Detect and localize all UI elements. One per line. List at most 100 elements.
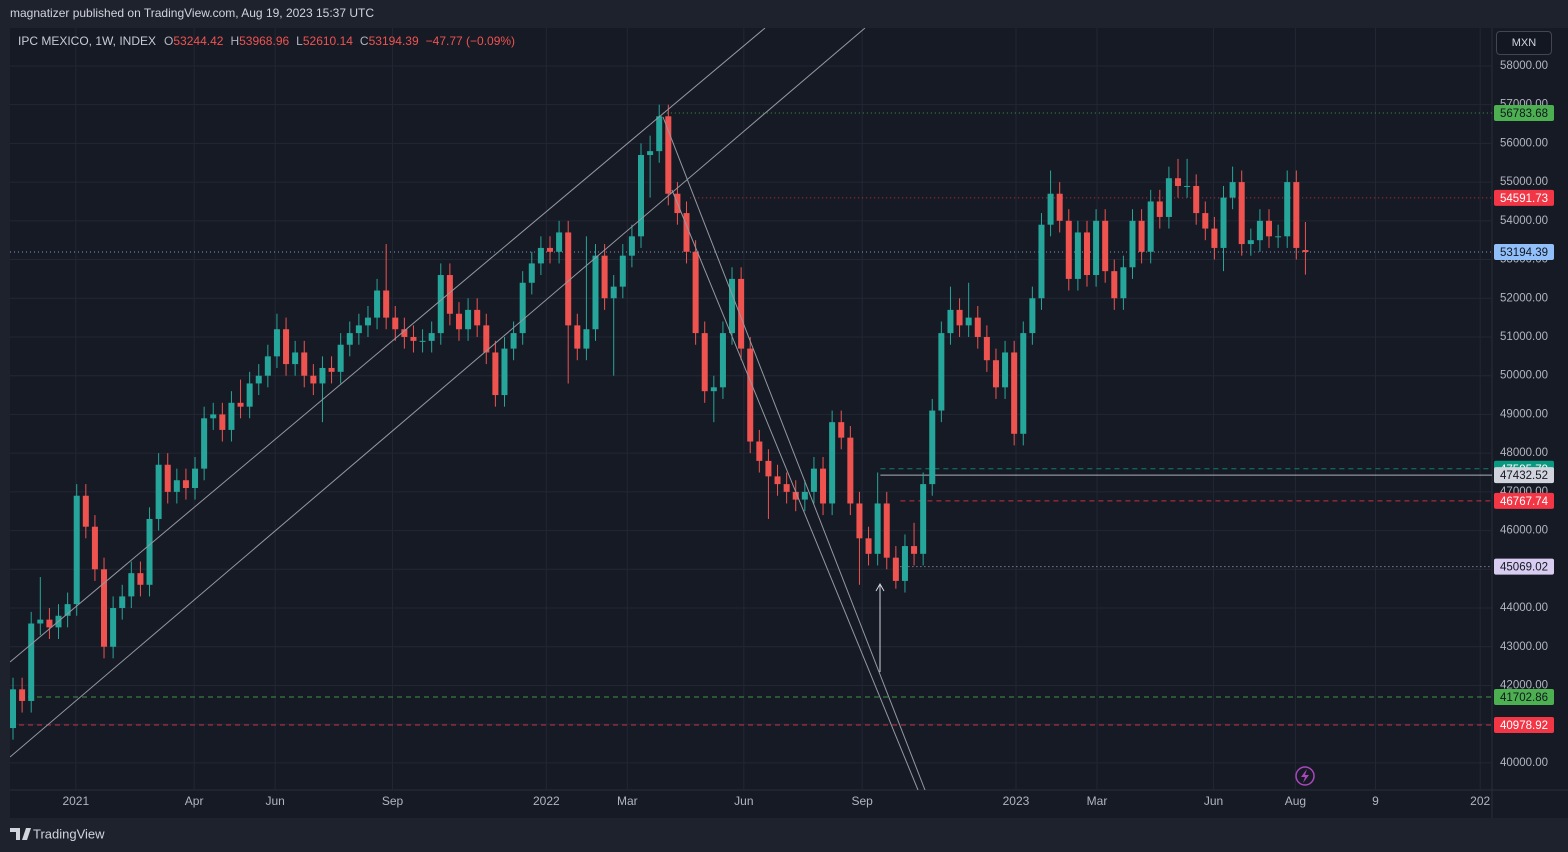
chart-pane <box>10 28 1568 818</box>
candle-body <box>392 317 399 330</box>
candle-body <box>228 402 235 430</box>
candle-body <box>1038 224 1045 299</box>
candle-body <box>719 333 726 388</box>
candle-body <box>37 619 44 624</box>
candle-body <box>1120 267 1127 299</box>
candle-body <box>192 468 199 488</box>
candle-body <box>173 480 180 492</box>
trend-line <box>10 28 866 758</box>
change: −47.77 (−0.09%) <box>425 34 516 48</box>
candle-body <box>64 604 71 616</box>
candle-body <box>729 278 736 334</box>
candle-body <box>647 151 654 155</box>
candle-body <box>683 213 690 252</box>
candle-body <box>1056 193 1063 221</box>
candle-body <box>146 518 153 585</box>
candle-body <box>610 286 617 299</box>
currency-button[interactable]: MXN <box>1496 31 1552 55</box>
candle-body <box>419 340 426 342</box>
candle-body <box>1174 178 1182 186</box>
price-badge <box>1494 558 1554 575</box>
y-tick-label: 42000.00 <box>1500 679 1548 691</box>
x-tick-label: 9 <box>1372 794 1379 808</box>
y-tick-label: 40000.00 <box>1500 757 1548 769</box>
candle-body <box>455 313 462 330</box>
ohlc-label: H <box>230 34 240 48</box>
ohlc-label: L <box>296 34 303 48</box>
candle-body <box>801 491 808 500</box>
candle-body <box>628 236 635 256</box>
candle-body <box>556 232 563 252</box>
candle-body <box>1065 220 1072 279</box>
alert-icon[interactable] <box>1295 766 1315 786</box>
price-badge-label: 56783.68 <box>1500 108 1548 120</box>
candle-body <box>1238 182 1245 245</box>
y-tick-label: 43000.00 <box>1500 641 1548 653</box>
candle-body <box>792 491 799 500</box>
x-tick-label: Jun <box>1204 794 1223 808</box>
candle-body <box>920 484 927 554</box>
price-badge-label: 54591.73 <box>1500 193 1548 205</box>
candle-body <box>765 460 772 477</box>
ohlc-value: 53968.96 <box>239 34 290 48</box>
candle-body <box>847 437 854 504</box>
candle-body <box>374 290 381 318</box>
candle-body <box>337 344 344 372</box>
candle-body <box>1256 220 1263 241</box>
y-tick-label: 50000.00 <box>1500 370 1548 382</box>
candle-body <box>546 247 553 252</box>
alert-circle[interactable] <box>1295 766 1315 786</box>
candle-body <box>883 503 890 558</box>
candle-body <box>1211 228 1218 248</box>
candle-body <box>1102 220 1109 272</box>
candle-body <box>1293 182 1300 248</box>
price-badge <box>1494 492 1554 509</box>
ohlc-label: C <box>359 34 369 48</box>
candle-body <box>1093 220 1100 276</box>
ohlc-value: 52610.14 <box>302 34 353 48</box>
ohlc-value: 53194.39 <box>368 34 419 48</box>
candle-body <box>874 503 881 554</box>
candle-body <box>710 387 717 392</box>
candle-body <box>574 325 581 349</box>
candle-body <box>892 557 899 581</box>
logo-mark <box>10 828 31 840</box>
candle-body <box>1111 271 1118 299</box>
candle-body <box>756 441 763 461</box>
price-badge <box>1494 467 1554 484</box>
candle-body <box>310 375 317 384</box>
candle-body <box>738 278 745 349</box>
candle-body <box>1247 240 1254 245</box>
price-badge-label: 53194.39 <box>1500 247 1548 259</box>
drawings <box>10 28 926 790</box>
candle-body <box>510 333 517 349</box>
candle-body <box>911 546 918 554</box>
candle-body <box>237 402 244 407</box>
y-tick-label: 44000.00 <box>1500 602 1548 614</box>
candle-body <box>119 596 126 609</box>
y-tick-label: 58000.00 <box>1500 60 1548 72</box>
candle-body <box>446 275 453 314</box>
candle-body <box>255 375 262 384</box>
candle-body <box>10 689 17 729</box>
candle-body <box>1266 220 1273 237</box>
candle-body <box>1202 213 1209 229</box>
candle-body <box>528 263 535 283</box>
price-badge-label: 41702.86 <box>1500 692 1548 704</box>
candle-body <box>965 317 972 326</box>
trend-line <box>10 28 766 663</box>
x-tick-label: Jun <box>734 794 753 808</box>
candle-body <box>128 573 135 597</box>
candle-body <box>346 333 353 345</box>
price-badge-label: 46767.74 <box>1500 496 1549 508</box>
legend: IPC MEXICO, 1W, INDEX O 53244.42 H 53968.96… <box>18 34 522 50</box>
candle-body <box>219 414 226 430</box>
price-badge <box>1494 105 1554 122</box>
candle-body <box>110 608 117 647</box>
alert-bolt[interactable] <box>1301 769 1309 783</box>
candle-body <box>1138 220 1145 252</box>
candle-body <box>1083 232 1090 276</box>
candle-body <box>283 329 290 365</box>
candle-body <box>1220 197 1227 248</box>
